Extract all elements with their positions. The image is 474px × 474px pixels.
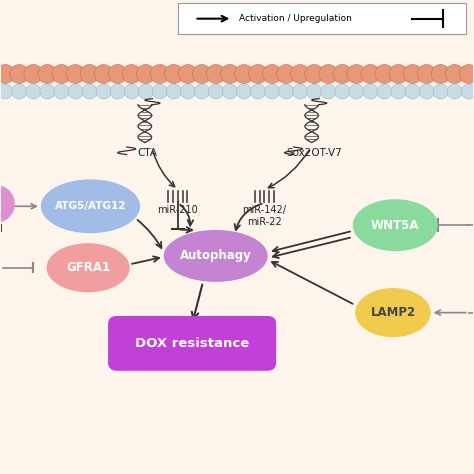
Circle shape (136, 64, 155, 83)
Circle shape (194, 84, 210, 99)
Circle shape (279, 84, 294, 99)
Text: miR-210: miR-210 (157, 205, 198, 215)
Circle shape (447, 84, 462, 99)
Text: GFRA1: GFRA1 (66, 261, 110, 274)
Circle shape (110, 84, 125, 99)
Circle shape (152, 84, 167, 99)
Circle shape (150, 64, 169, 83)
Circle shape (459, 64, 474, 83)
Ellipse shape (41, 179, 140, 233)
Circle shape (305, 64, 324, 83)
Circle shape (389, 64, 408, 83)
FancyBboxPatch shape (0, 224, 2, 232)
Circle shape (10, 64, 29, 83)
Text: WNT5A: WNT5A (371, 219, 419, 232)
Text: LAMP2: LAMP2 (370, 306, 416, 319)
Circle shape (263, 64, 282, 83)
Circle shape (235, 64, 254, 83)
Circle shape (124, 84, 139, 99)
Circle shape (192, 64, 211, 83)
Text: miR-142/
miR-22: miR-142/ miR-22 (242, 205, 286, 227)
Circle shape (292, 84, 308, 99)
Circle shape (333, 64, 352, 83)
Circle shape (361, 64, 380, 83)
Circle shape (66, 64, 85, 83)
Circle shape (220, 64, 239, 83)
Circle shape (26, 84, 41, 99)
Circle shape (52, 64, 71, 83)
Circle shape (391, 84, 406, 99)
FancyBboxPatch shape (108, 316, 276, 371)
Circle shape (237, 84, 252, 99)
Circle shape (108, 64, 127, 83)
Circle shape (335, 84, 350, 99)
Circle shape (403, 64, 422, 83)
Circle shape (209, 84, 224, 99)
Circle shape (349, 84, 364, 99)
FancyBboxPatch shape (178, 3, 466, 34)
Circle shape (96, 84, 111, 99)
Circle shape (207, 64, 226, 83)
Circle shape (319, 64, 338, 83)
Circle shape (264, 84, 280, 99)
Circle shape (433, 84, 448, 99)
Circle shape (178, 64, 197, 83)
Circle shape (250, 84, 265, 99)
Circle shape (68, 84, 83, 99)
Circle shape (38, 64, 57, 83)
Circle shape (164, 64, 183, 83)
Circle shape (180, 84, 195, 99)
Circle shape (445, 64, 464, 83)
Circle shape (248, 64, 267, 83)
Ellipse shape (164, 230, 268, 282)
Circle shape (94, 64, 113, 83)
Circle shape (431, 64, 450, 83)
Circle shape (307, 84, 322, 99)
Ellipse shape (46, 243, 130, 292)
Text: DOX resistance: DOX resistance (135, 337, 249, 350)
Circle shape (0, 84, 13, 99)
Circle shape (291, 64, 310, 83)
Circle shape (375, 64, 394, 83)
Text: Activation / Upregulation: Activation / Upregulation (239, 14, 352, 23)
Circle shape (138, 84, 153, 99)
Text: ATG5/ATG12: ATG5/ATG12 (55, 201, 126, 211)
Text: Autophagy: Autophagy (180, 249, 252, 263)
Circle shape (0, 64, 15, 83)
Circle shape (12, 84, 27, 99)
Circle shape (54, 84, 69, 99)
Circle shape (0, 185, 15, 223)
Circle shape (277, 64, 296, 83)
Circle shape (405, 84, 420, 99)
Circle shape (419, 84, 434, 99)
Text: Sox2OT-V7: Sox2OT-V7 (286, 148, 342, 158)
Circle shape (417, 64, 436, 83)
Circle shape (363, 84, 378, 99)
Circle shape (166, 84, 182, 99)
Ellipse shape (353, 199, 438, 251)
Circle shape (321, 84, 336, 99)
Circle shape (24, 64, 43, 83)
Circle shape (40, 84, 55, 99)
Circle shape (377, 84, 392, 99)
Text: CTA: CTA (137, 148, 157, 158)
Circle shape (461, 84, 474, 99)
Circle shape (80, 64, 99, 83)
Circle shape (222, 84, 237, 99)
Circle shape (347, 64, 366, 83)
Circle shape (82, 84, 97, 99)
Circle shape (122, 64, 141, 83)
Ellipse shape (355, 288, 431, 337)
